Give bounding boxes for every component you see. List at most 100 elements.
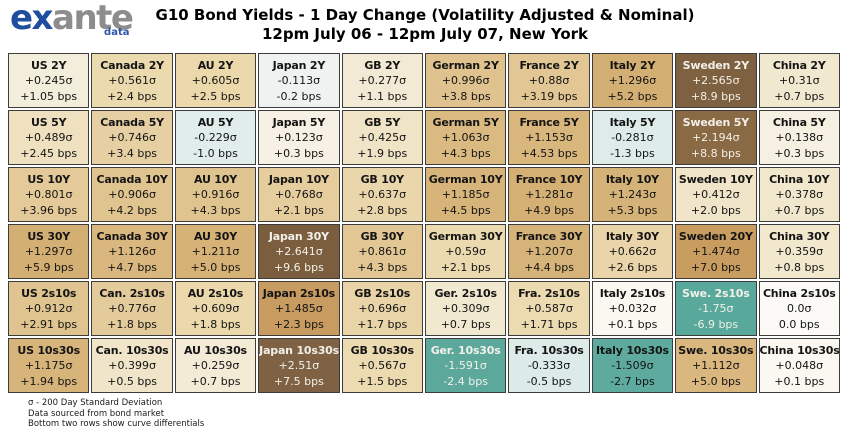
heatmap-cell-france-10s30s: Fra. 10s30s -0.333σ -0.5 bps	[508, 338, 590, 394]
cell-bps: +5.2 bps	[607, 89, 658, 103]
cell-bps: +1.7 bps	[357, 317, 408, 331]
cell-sigma: +0.31σ	[778, 74, 820, 88]
cell-label: France 5Y	[519, 115, 579, 129]
cell-bps: +4.3 bps	[440, 146, 491, 160]
cell-label: GB 2Y	[364, 58, 401, 72]
heatmap-cell-japan-10s30s: Japan 10s30s +2.51σ +7.5 bps	[258, 338, 340, 394]
cell-bps: +2.6 bps	[607, 260, 658, 274]
cell-label: Italy 2Y	[609, 58, 656, 72]
logo-text-data: data	[104, 27, 130, 38]
cell-label: Can. 10s30s	[95, 343, 169, 357]
cell-bps: +3.4 bps	[107, 146, 158, 160]
heatmap-cell-au-5y: AU 5Y -0.229σ -1.0 bps	[174, 110, 257, 166]
heatmap-cell-gb-2s10s: GB 2s10s +0.696σ +1.7 bps	[341, 281, 423, 337]
cell-bps: +0.8 bps	[774, 260, 825, 274]
cell-sigma: +2.194σ	[691, 131, 740, 145]
heatmap-row-10y: US 10Y +0.801σ +3.96 bps Canada 10Y +0.906σ +…	[8, 167, 840, 223]
heatmap-row-2s10s: US 2s10s +0.912σ +2.91 bps Can. 2s10s +0.776…	[8, 281, 840, 337]
cell-sigma: +0.032σ	[608, 302, 657, 316]
cell-bps: +3.19 bps	[520, 89, 578, 103]
cell-label: Sweden 2Y	[682, 58, 750, 72]
footnote-curve-differentials: Bottom two rows show curve differentials	[28, 418, 205, 429]
cell-bps: -0.2 bps	[276, 89, 322, 103]
cell-bps: +9.6 bps	[273, 260, 324, 274]
cell-bps: +2.1 bps	[440, 260, 491, 274]
heatmap-cell-german-30y: German 30Y +0.59σ +2.1 bps	[424, 224, 507, 280]
cell-label: Sweden 10Y	[678, 172, 753, 186]
heatmap-cell-us-10y: US 10Y +0.801σ +3.96 bps	[8, 167, 90, 223]
cell-sigma: -0.113σ	[277, 74, 321, 88]
heatmap-cell-us-2s10s: US 2s10s +0.912σ +2.91 bps	[8, 281, 90, 337]
cell-sigma: +1.297σ	[24, 245, 73, 259]
cell-label: Japan 10Y	[268, 172, 329, 186]
footnote-data-source: Data sourced from bond market	[28, 408, 165, 419]
cell-label: Japan 5Y	[272, 115, 326, 129]
heatmap-cell-italy-10s30s: Italy 10s30s -1.509σ -2.7 bps	[591, 338, 674, 394]
heatmap-cell-canada-5y: Canada 5Y +0.746σ +3.4 bps	[91, 110, 173, 166]
heatmap-cell-italy-10y: Italy 10Y +1.243σ +5.3 bps	[591, 167, 674, 223]
cell-sigma: +0.048σ	[775, 359, 824, 373]
cell-label: German 30Y	[428, 229, 503, 243]
heatmap-cell-italy-2s10s: Italy 2s10s +0.032σ +0.1 bps	[591, 281, 674, 337]
cell-sigma: +0.662σ	[608, 245, 657, 259]
cell-label: US 10Y	[27, 172, 71, 186]
heatmap-cell-gb-10y: GB 10Y +0.637σ +2.8 bps	[341, 167, 423, 223]
cell-sigma: -0.229σ	[194, 131, 237, 145]
cell-sigma: +0.768σ	[275, 188, 323, 202]
chart-title: G10 Bond Yields - 1 Day Change (Volatili…	[155, 6, 695, 24]
cell-label: China 2s10s	[762, 286, 836, 300]
heatmap-cell-italy-5y: Italy 5Y -0.281σ -1.3 bps	[591, 110, 674, 166]
cell-sigma: +0.412σ	[691, 188, 740, 202]
cell-bps: -2.4 bps	[443, 374, 488, 388]
heatmap-cell-canada-2y: Canada 2Y +0.561σ +2.4 bps	[91, 53, 173, 109]
cell-sigma: +0.378σ	[775, 188, 824, 202]
heatmap-cell-japan-2s10s: Japan 2s10s +1.485σ +2.3 bps	[258, 281, 340, 337]
heatmap-cell-sweden-10s30s: Swe. 10s30s +1.112σ +5.0 bps	[675, 338, 757, 394]
cell-bps: +4.3 bps	[357, 260, 408, 274]
cell-label: US 30Y	[27, 229, 71, 243]
cell-sigma: +2.565σ	[691, 74, 740, 88]
cell-label: Italy 2s10s	[599, 286, 666, 300]
heatmap-cell-japan-30y: Japan 30Y +2.641σ +9.6 bps	[258, 224, 340, 280]
cell-sigma: +1.485σ	[275, 302, 323, 316]
exante-logo: exante data	[10, 0, 134, 38]
cell-bps: -6.9 bps	[693, 317, 739, 331]
heatmap-cell-german-10y: German 10Y +1.185σ +4.5 bps	[424, 167, 507, 223]
cell-bps: +1.05 bps	[20, 89, 78, 103]
cell-sigma: +1.153σ	[525, 131, 573, 145]
cell-label: Italy 30Y	[605, 229, 659, 243]
heatmap-cell-china-10y: China 10Y +0.378σ +0.7 bps	[758, 167, 840, 223]
heatmap-cell-german-5y: German 5Y +1.063σ +4.3 bps	[424, 110, 507, 166]
cell-sigma: +0.996σ	[441, 74, 490, 88]
cell-bps: +0.3 bps	[273, 146, 324, 160]
heatmap-cell-france-2s10s: Fra. 2s10s +0.587σ +1.71 bps	[508, 281, 590, 337]
cell-sigma: +0.696σ	[358, 302, 407, 316]
cell-sigma: 0.0σ	[787, 302, 812, 316]
cell-bps: +7.0 bps	[690, 260, 741, 274]
cell-bps: +2.4 bps	[107, 89, 158, 103]
cell-sigma: +1.296σ	[608, 74, 657, 88]
cell-sigma: +0.425σ	[358, 131, 407, 145]
cell-label: US 2s10s	[21, 286, 77, 300]
cell-bps: -1.0 bps	[193, 146, 238, 160]
cell-sigma: +0.587σ	[525, 302, 573, 316]
heatmap-cell-gb-5y: GB 5Y +0.425σ +1.9 bps	[341, 110, 423, 166]
cell-sigma: +0.359σ	[775, 245, 824, 259]
heatmap-cell-sweden-5y: Sweden 5Y +2.194σ +8.8 bps	[675, 110, 757, 166]
heatmap-cell-china-2y: China 2Y +0.31σ +0.7 bps	[758, 53, 840, 109]
cell-sigma: +1.474σ	[691, 245, 740, 259]
cell-label: China 2Y	[772, 58, 826, 72]
heatmap-cell-china-30y: China 30Y +0.359σ +0.8 bps	[758, 224, 840, 280]
cell-bps: +2.0 bps	[690, 203, 741, 217]
logo-text-ante: ante	[52, 0, 134, 38]
cell-sigma: +0.123σ	[275, 131, 323, 145]
cell-sigma: -1.509σ	[611, 359, 654, 373]
cell-sigma: +0.561σ	[108, 74, 156, 88]
cell-sigma: +0.776σ	[108, 302, 156, 316]
cell-bps: +0.1 bps	[607, 317, 658, 331]
heatmap-row-10s30s: US 10s30s +1.175σ +1.94 bps Can. 10s30s +0.3…	[8, 338, 840, 394]
footnote-sigma-definition: σ - 200 Day Standard Deviation	[28, 398, 163, 409]
cell-bps: +7.5 bps	[273, 374, 324, 388]
cell-sigma: +0.259σ	[191, 359, 240, 373]
heatmap-cell-sweden-2s10s: Swe. 2s10s -1.75σ -6.9 bps	[675, 281, 757, 337]
